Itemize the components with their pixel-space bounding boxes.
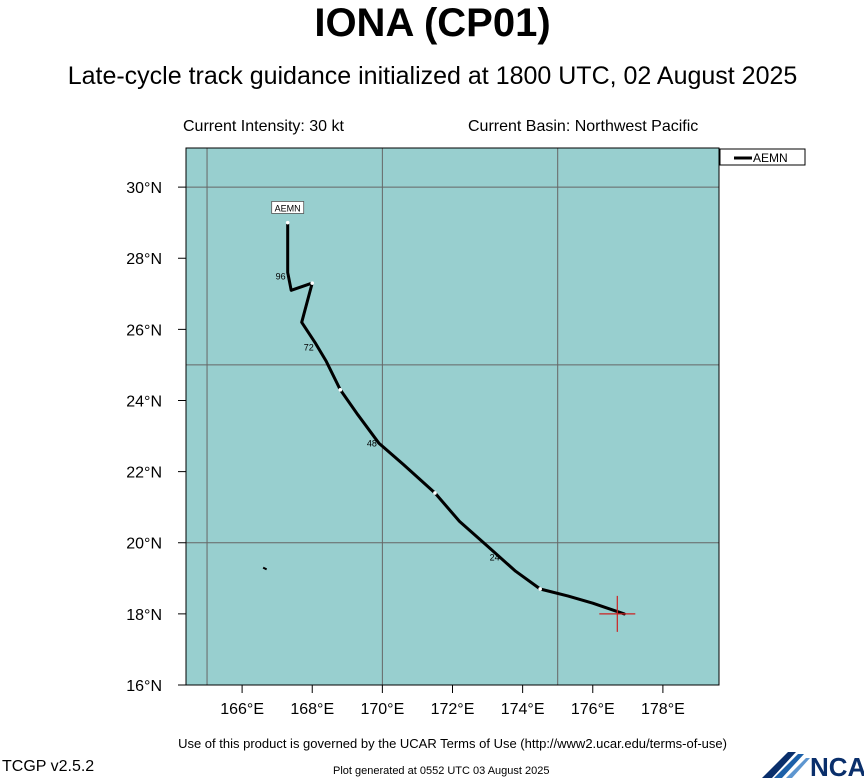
map-grid (186, 148, 719, 685)
track-point (433, 491, 437, 495)
y-tick-label: 24°N (126, 393, 162, 410)
current-intensity: Current Intensity: 30 kt (183, 118, 344, 135)
x-tick-label: 174°E (501, 701, 545, 718)
x-tick-label: 178°E (641, 701, 685, 718)
page-subtitle: Late-cycle track guidance initialized at… (67, 62, 798, 90)
x-tick-label: 176°E (571, 701, 615, 718)
ncar-logo: NCAR (762, 752, 864, 780)
forecast-hour-label: 48 (367, 439, 377, 449)
x-tick-label: 170°E (360, 701, 404, 718)
y-tick-label: 16°N (126, 678, 162, 695)
ncar-logo-text: NCAR (810, 752, 864, 780)
version-label: TCGP v2.5.2 (2, 758, 95, 775)
track-point (285, 220, 290, 225)
x-tick-label: 166°E (220, 701, 264, 718)
stray-mark (262, 566, 268, 571)
track-end-label-box (271, 201, 305, 214)
y-tick-label: 30°N (126, 180, 162, 197)
page-title: IONA (CP01) (314, 1, 551, 45)
y-tick-label: 26°N (126, 322, 162, 339)
track-point (310, 281, 315, 285)
x-tick-label: 172°E (431, 701, 475, 718)
forecast-hour-label: 24 (490, 553, 500, 563)
plot-generated-timestamp: Plot generated at 0552 UTC 03 August 202… (333, 765, 550, 777)
plot-area (186, 148, 719, 685)
y-tick-label: 28°N (126, 251, 162, 268)
y-tick-label: 18°N (126, 607, 162, 624)
track-point (538, 587, 542, 591)
track-series: 24 48 72 96 AEMN (262, 201, 636, 632)
legend-box (719, 148, 806, 166)
forecast-hour-label: 96 (276, 272, 286, 282)
legend: AEMN (719, 148, 806, 166)
y-tick-label: 22°N (126, 465, 162, 482)
x-tick-label: 168°E (290, 701, 334, 718)
track-end-label: AEMN (275, 203, 301, 213)
y-tick-label: 20°N (126, 536, 162, 553)
terms-of-use: Use of this product is governed by the U… (178, 736, 727, 751)
track-point (338, 388, 343, 392)
map-axes: 166°E 168°E 170°E 172°E 174°E 176°E 178°E 16°N 1… (126, 147, 720, 718)
map-background (186, 148, 719, 685)
forecast-hour-label: 72 (304, 343, 314, 353)
current-basin: Current Basin: Northwest Pacific (468, 118, 699, 135)
legend-label: AEMN (753, 151, 788, 165)
